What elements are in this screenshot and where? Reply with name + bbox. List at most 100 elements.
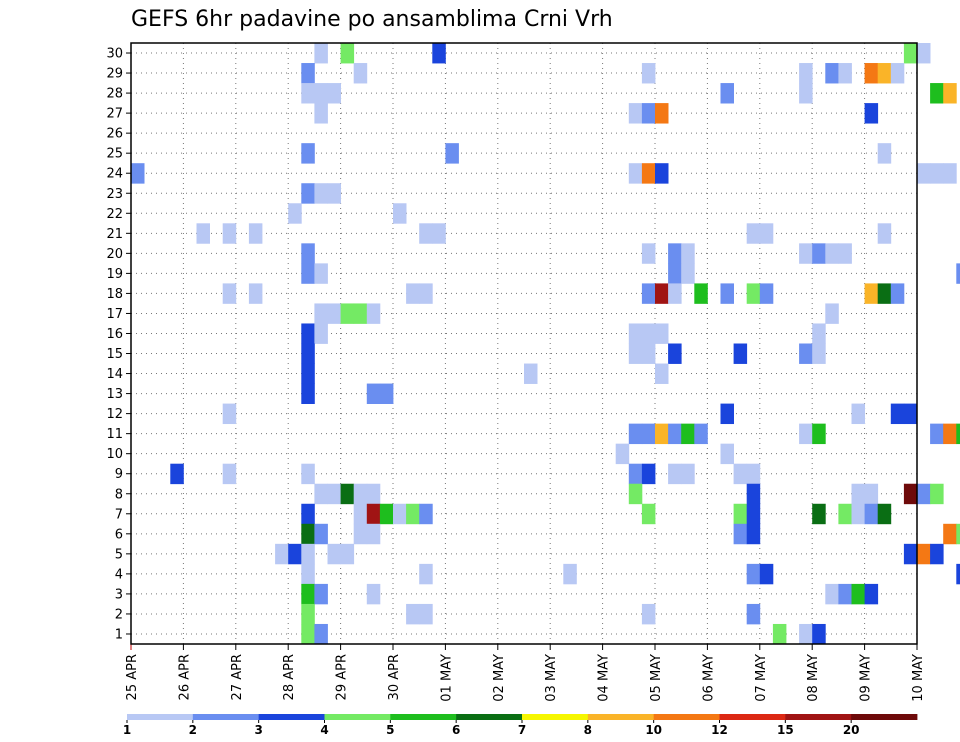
data-cell bbox=[301, 384, 315, 404]
data-cell bbox=[301, 364, 315, 384]
data-cell bbox=[354, 524, 368, 544]
data-cell bbox=[380, 384, 394, 404]
y-tick-label: 25 bbox=[106, 147, 123, 162]
y-tick-label: 30 bbox=[106, 47, 123, 62]
data-cell bbox=[354, 63, 368, 83]
x-tick-label: 07 MAY bbox=[754, 654, 769, 702]
colorbar-swatch bbox=[193, 714, 259, 720]
data-cell bbox=[734, 464, 748, 484]
data-cell bbox=[865, 103, 879, 123]
colorbar-swatch bbox=[259, 714, 325, 720]
data-cell bbox=[419, 604, 433, 624]
data-cell bbox=[838, 63, 852, 83]
data-cell bbox=[380, 504, 394, 524]
y-tick-label: 12 bbox=[106, 407, 123, 422]
data-cell bbox=[629, 464, 643, 484]
y-tick-label: 21 bbox=[106, 227, 123, 242]
y-tick-label: 29 bbox=[106, 67, 123, 82]
data-cell bbox=[773, 624, 787, 644]
data-cell bbox=[223, 283, 237, 303]
data-cell bbox=[524, 364, 538, 384]
y-tick-label: 19 bbox=[106, 267, 123, 282]
x-tick-label: 09 MAY bbox=[859, 654, 874, 702]
y-tick-label: 22 bbox=[106, 207, 123, 222]
data-cell bbox=[367, 484, 381, 504]
data-cell bbox=[301, 323, 315, 343]
data-cell bbox=[668, 263, 682, 283]
data-cell bbox=[301, 564, 315, 584]
data-cell bbox=[223, 464, 237, 484]
data-cell bbox=[328, 83, 342, 103]
data-cell bbox=[642, 464, 656, 484]
data-cell bbox=[301, 624, 315, 644]
data-cell bbox=[223, 223, 237, 243]
colorbar-label: 10 bbox=[645, 723, 662, 737]
data-cell bbox=[419, 283, 433, 303]
data-cell bbox=[799, 344, 813, 364]
data-cell bbox=[393, 203, 407, 223]
data-cell bbox=[878, 63, 892, 83]
data-cell bbox=[642, 243, 656, 263]
data-cell bbox=[930, 163, 944, 183]
data-cell bbox=[825, 63, 839, 83]
data-cell bbox=[799, 424, 813, 444]
data-cell bbox=[301, 524, 315, 544]
colorbar-swatch bbox=[456, 714, 522, 720]
data-cell bbox=[734, 504, 748, 524]
y-tick-label: 17 bbox=[106, 307, 123, 322]
data-cell bbox=[943, 83, 957, 103]
y-tick-label: 23 bbox=[106, 187, 123, 202]
data-cell bbox=[694, 424, 708, 444]
data-cell bbox=[432, 43, 446, 63]
data-cell bbox=[629, 103, 643, 123]
data-cell bbox=[904, 43, 918, 63]
data-cell bbox=[760, 564, 774, 584]
data-cell bbox=[642, 323, 656, 343]
colorbar-label: 15 bbox=[777, 723, 794, 737]
data-cell bbox=[655, 424, 669, 444]
data-cell bbox=[838, 584, 852, 604]
data-cell bbox=[328, 484, 342, 504]
data-cell bbox=[681, 424, 695, 444]
data-cell bbox=[288, 544, 302, 564]
data-cell bbox=[721, 283, 735, 303]
colorbar-swatch bbox=[522, 714, 588, 720]
x-tick-label: 30 APR bbox=[387, 654, 402, 700]
colorbar-label: 8 bbox=[584, 723, 592, 737]
data-cell bbox=[930, 424, 944, 444]
data-cell bbox=[367, 303, 381, 323]
data-cell bbox=[917, 43, 931, 63]
data-cell bbox=[341, 303, 355, 323]
data-cell bbox=[721, 83, 735, 103]
data-cell bbox=[668, 344, 682, 364]
data-cell bbox=[629, 484, 643, 504]
data-cell bbox=[668, 243, 682, 263]
data-cell bbox=[838, 243, 852, 263]
data-cell bbox=[904, 544, 918, 564]
y-tick-label: 28 bbox=[106, 87, 123, 102]
data-cell bbox=[301, 243, 315, 263]
data-cell bbox=[930, 484, 944, 504]
data-cell bbox=[917, 163, 931, 183]
data-cell bbox=[314, 323, 328, 343]
y-tick-label: 14 bbox=[106, 367, 123, 382]
data-cell bbox=[799, 624, 813, 644]
data-cell bbox=[367, 384, 381, 404]
chart: GEFS 6hr padavine po ansamblima Crni Vrh… bbox=[0, 0, 960, 742]
data-cell bbox=[642, 283, 656, 303]
data-cell bbox=[629, 163, 643, 183]
y-tick-label: 16 bbox=[106, 327, 123, 342]
colorbar-swatch bbox=[851, 714, 917, 720]
data-cell bbox=[943, 524, 957, 544]
data-cell bbox=[812, 344, 826, 364]
data-cell bbox=[930, 83, 944, 103]
colorbar-label: 2 bbox=[189, 723, 197, 737]
data-cell bbox=[878, 504, 892, 524]
x-tick-label: 01 MAY bbox=[439, 654, 454, 702]
data-cell bbox=[655, 163, 669, 183]
data-cell bbox=[865, 504, 879, 524]
data-cell bbox=[812, 243, 826, 263]
data-cell bbox=[354, 504, 368, 524]
data-cell bbox=[341, 43, 355, 63]
data-cell bbox=[917, 544, 931, 564]
